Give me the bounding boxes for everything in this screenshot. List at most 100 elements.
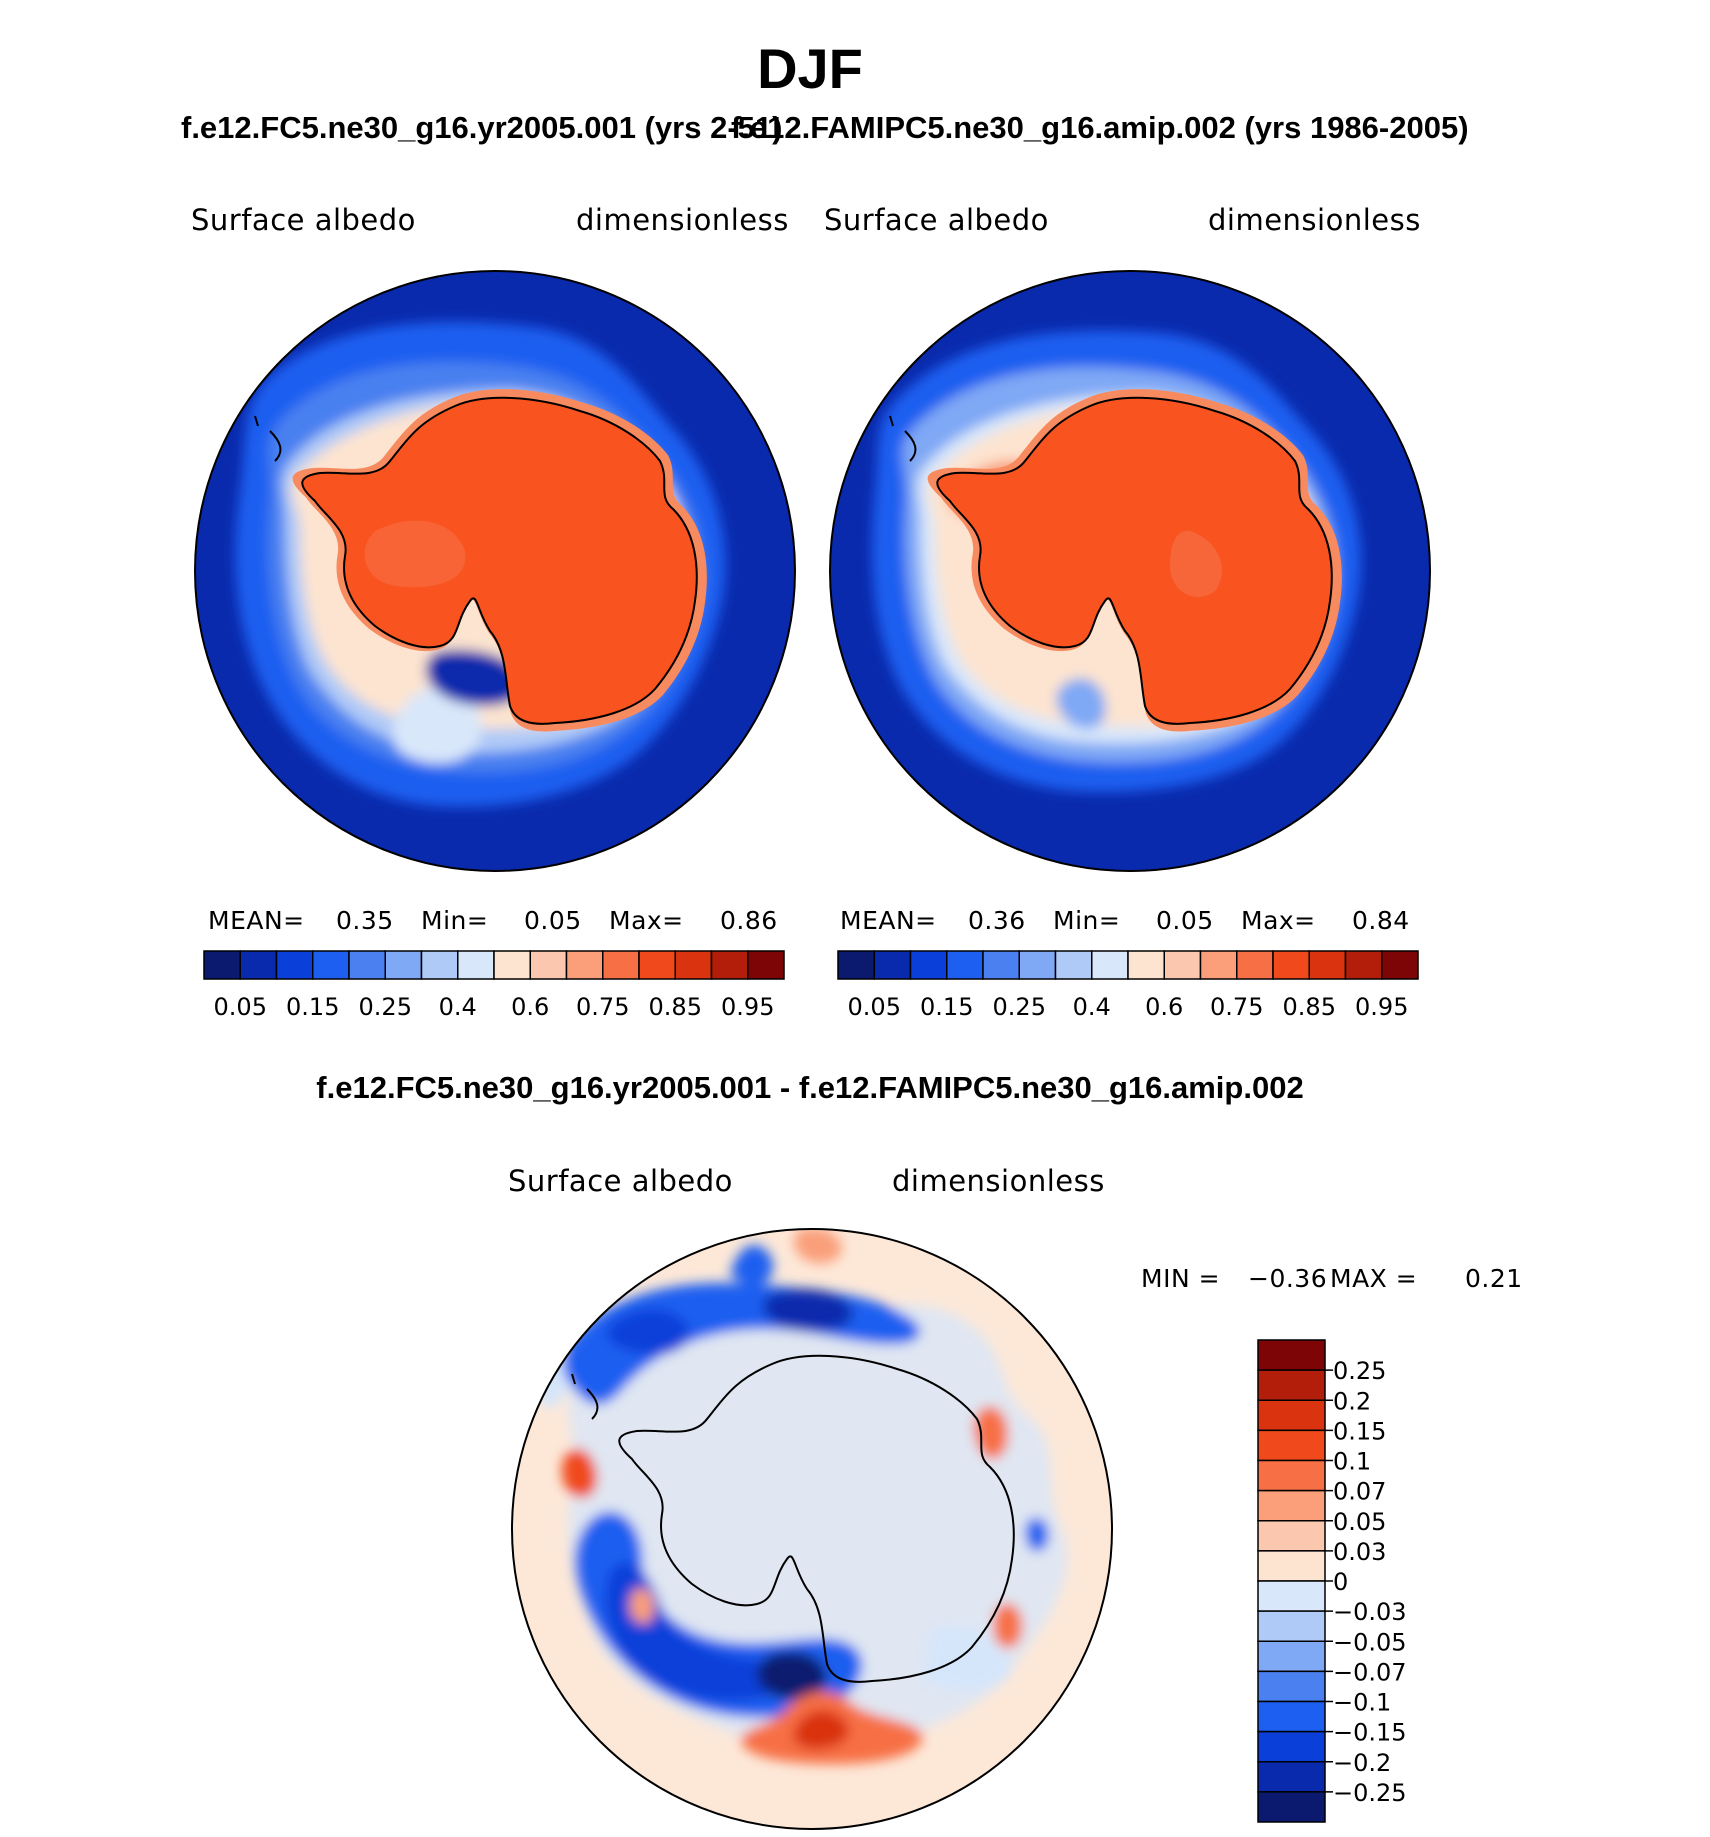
right-colorbar-swatch [873,950,912,980]
left-mean-value: 0.35 [336,906,394,935]
right-panel-title: f.e12.FAMIPC5.ne30_g16.amip.002 (yrs 198… [731,110,1469,145]
right-colorbar-swatch [946,950,984,980]
right-colorbar-swatch [1054,950,1093,980]
diff-min-value: −0.36 [1248,1264,1328,1293]
diff-colorbar-tick-label: 0.03 [1333,1538,1386,1566]
right-colorbar-swatch [1308,950,1347,980]
right-colorbar-tick-label: 0.6 [1145,993,1183,1021]
left-max-label: Max= [609,906,684,935]
left-map-border [194,270,796,872]
left-colorbar-tick-label: 0.15 [286,993,339,1021]
left-colorbar-tick-label: 0.85 [649,993,702,1021]
left-colorbar-swatch [710,950,749,980]
diff-colorbar-swatch [1257,1520,1326,1552]
left-colorbar-tick-label: 0.6 [511,993,549,1021]
left-colorbar-swatch [674,950,713,980]
diff-colorbar-swatch [1257,1580,1326,1612]
right-colorbar-tick-label: 0.85 [1283,993,1336,1021]
left-min-value: 0.05 [524,906,582,935]
left-units-label: dimensionless [576,203,789,237]
diff-colorbar: 0.250.20.150.10.070.050.030−0.03−0.05−0.… [1257,1339,1407,1823]
diff-min-label: MIN = [1141,1264,1221,1293]
diff-colorbar-tick-label: −0.15 [1333,1719,1407,1747]
diff-map [511,1228,1113,1830]
left-panel-title: f.e12.FC5.ne30_g16.yr2005.001 (yrs 2-51) [181,110,783,145]
right-colorbar-tick-label: 0.25 [993,993,1046,1021]
left-colorbar-swatch [602,950,640,980]
left-colorbar-swatch [565,950,604,980]
right-colorbar: 0.05 0.15 0.25 0.4 0.6 0.75 0.85 0.95 [837,950,1419,1021]
diff-colorbar-tick-label: −0.25 [1333,1779,1407,1807]
diff-colorbar-swatch [1257,1761,1326,1793]
left-colorbar-tick-label: 0.05 [214,993,267,1021]
diff-colorbar-swatch [1257,1730,1326,1763]
diff-colorbar-tick-label: 0.25 [1333,1357,1386,1385]
right-max-value: 0.84 [1352,906,1410,935]
figure-title: DJF [757,37,863,100]
diff-colorbar-swatch [1257,1700,1326,1733]
left-colorbar-swatch [203,950,241,980]
right-mean-value: 0.36 [968,906,1026,935]
diff-colorbar-swatch [1257,1429,1326,1462]
left-colorbar-swatch [348,950,386,980]
left-colorbar-swatch [529,950,568,980]
diff-colorbar-tick-label: 0.1 [1333,1448,1371,1476]
right-min-value: 0.05 [1156,906,1214,935]
right-colorbar-tick-label: 0.4 [1073,993,1111,1021]
left-map [194,270,796,872]
diff-colorbar-tick-label: −0.2 [1333,1749,1391,1777]
right-colorbar-tick-label: 0.05 [848,993,901,1021]
diff-colorbar-tick-label: 0.15 [1333,1417,1386,1445]
right-colorbar-swatch [1163,950,1202,980]
right-min-label: Min= [1053,906,1121,935]
left-colorbar-swatch [384,950,423,980]
diff-max-value: 0.21 [1465,1264,1523,1293]
left-colorbar-swatch [420,950,459,980]
right-colorbar-swatch [1381,950,1419,980]
right-colorbar-tick-label: 0.95 [1355,993,1408,1021]
right-variable-label: Surface albedo [824,203,1049,237]
left-colorbar-tick-label: 0.25 [359,993,412,1021]
diff-colorbar-swatch [1257,1640,1326,1673]
diff-max-label: MAX = [1330,1264,1418,1293]
diff-colorbar-tick-label: −0.1 [1333,1689,1391,1717]
left-colorbar-swatch [239,950,278,980]
diff-colorbar-swatch [1257,1399,1326,1432]
right-colorbar-swatch [1018,950,1057,980]
diff-colorbar-tick-label: 0 [1333,1568,1348,1596]
right-mean-label: MEAN= [840,906,937,935]
left-min-label: Min= [421,906,489,935]
diff-variable-label: Surface albedo [508,1164,733,1198]
diff-colorbar-swatch [1257,1339,1326,1371]
right-colorbar-swatch [982,950,1020,980]
diff-colorbar-tick-label: 0.05 [1333,1508,1386,1536]
diff-colorbar-tick-label: −0.07 [1333,1658,1407,1686]
diff-colorbar-swatch [1257,1550,1326,1582]
left-colorbar-swatch [747,950,785,980]
diff-colorbar-tick-label: 0.2 [1333,1387,1371,1415]
right-colorbar-tick-label: 0.15 [920,993,973,1021]
left-colorbar: 0.05 0.15 0.25 0.4 0.6 0.75 0.85 0.95 [203,950,785,1021]
right-colorbar-swatch [1236,950,1274,980]
right-units-label: dimensionless [1208,203,1421,237]
left-colorbar-swatch [457,950,495,980]
right-max-label: Max= [1241,906,1316,935]
diff-colorbar-tick-label: −0.05 [1333,1628,1407,1656]
right-colorbar-swatch [1091,950,1129,980]
left-colorbar-swatch [312,950,350,980]
right-map [829,270,1431,872]
right-colorbar-swatch [1344,950,1383,980]
right-colorbar-swatch [837,950,875,980]
right-colorbar-swatch [1127,950,1165,980]
diff-map-border [511,1228,1113,1830]
right-colorbar-swatch [1199,950,1238,980]
left-colorbar-swatch [275,950,314,980]
left-colorbar-swatch [493,950,531,980]
diff-colorbar-swatch [1257,1369,1326,1401]
left-colorbar-tick-label: 0.4 [439,993,477,1021]
diff-units-label: dimensionless [892,1164,1105,1198]
diff-colorbar-swatch [1257,1459,1326,1492]
diff-colorbar-swatch [1257,1670,1326,1703]
left-mean-label: MEAN= [208,906,305,935]
